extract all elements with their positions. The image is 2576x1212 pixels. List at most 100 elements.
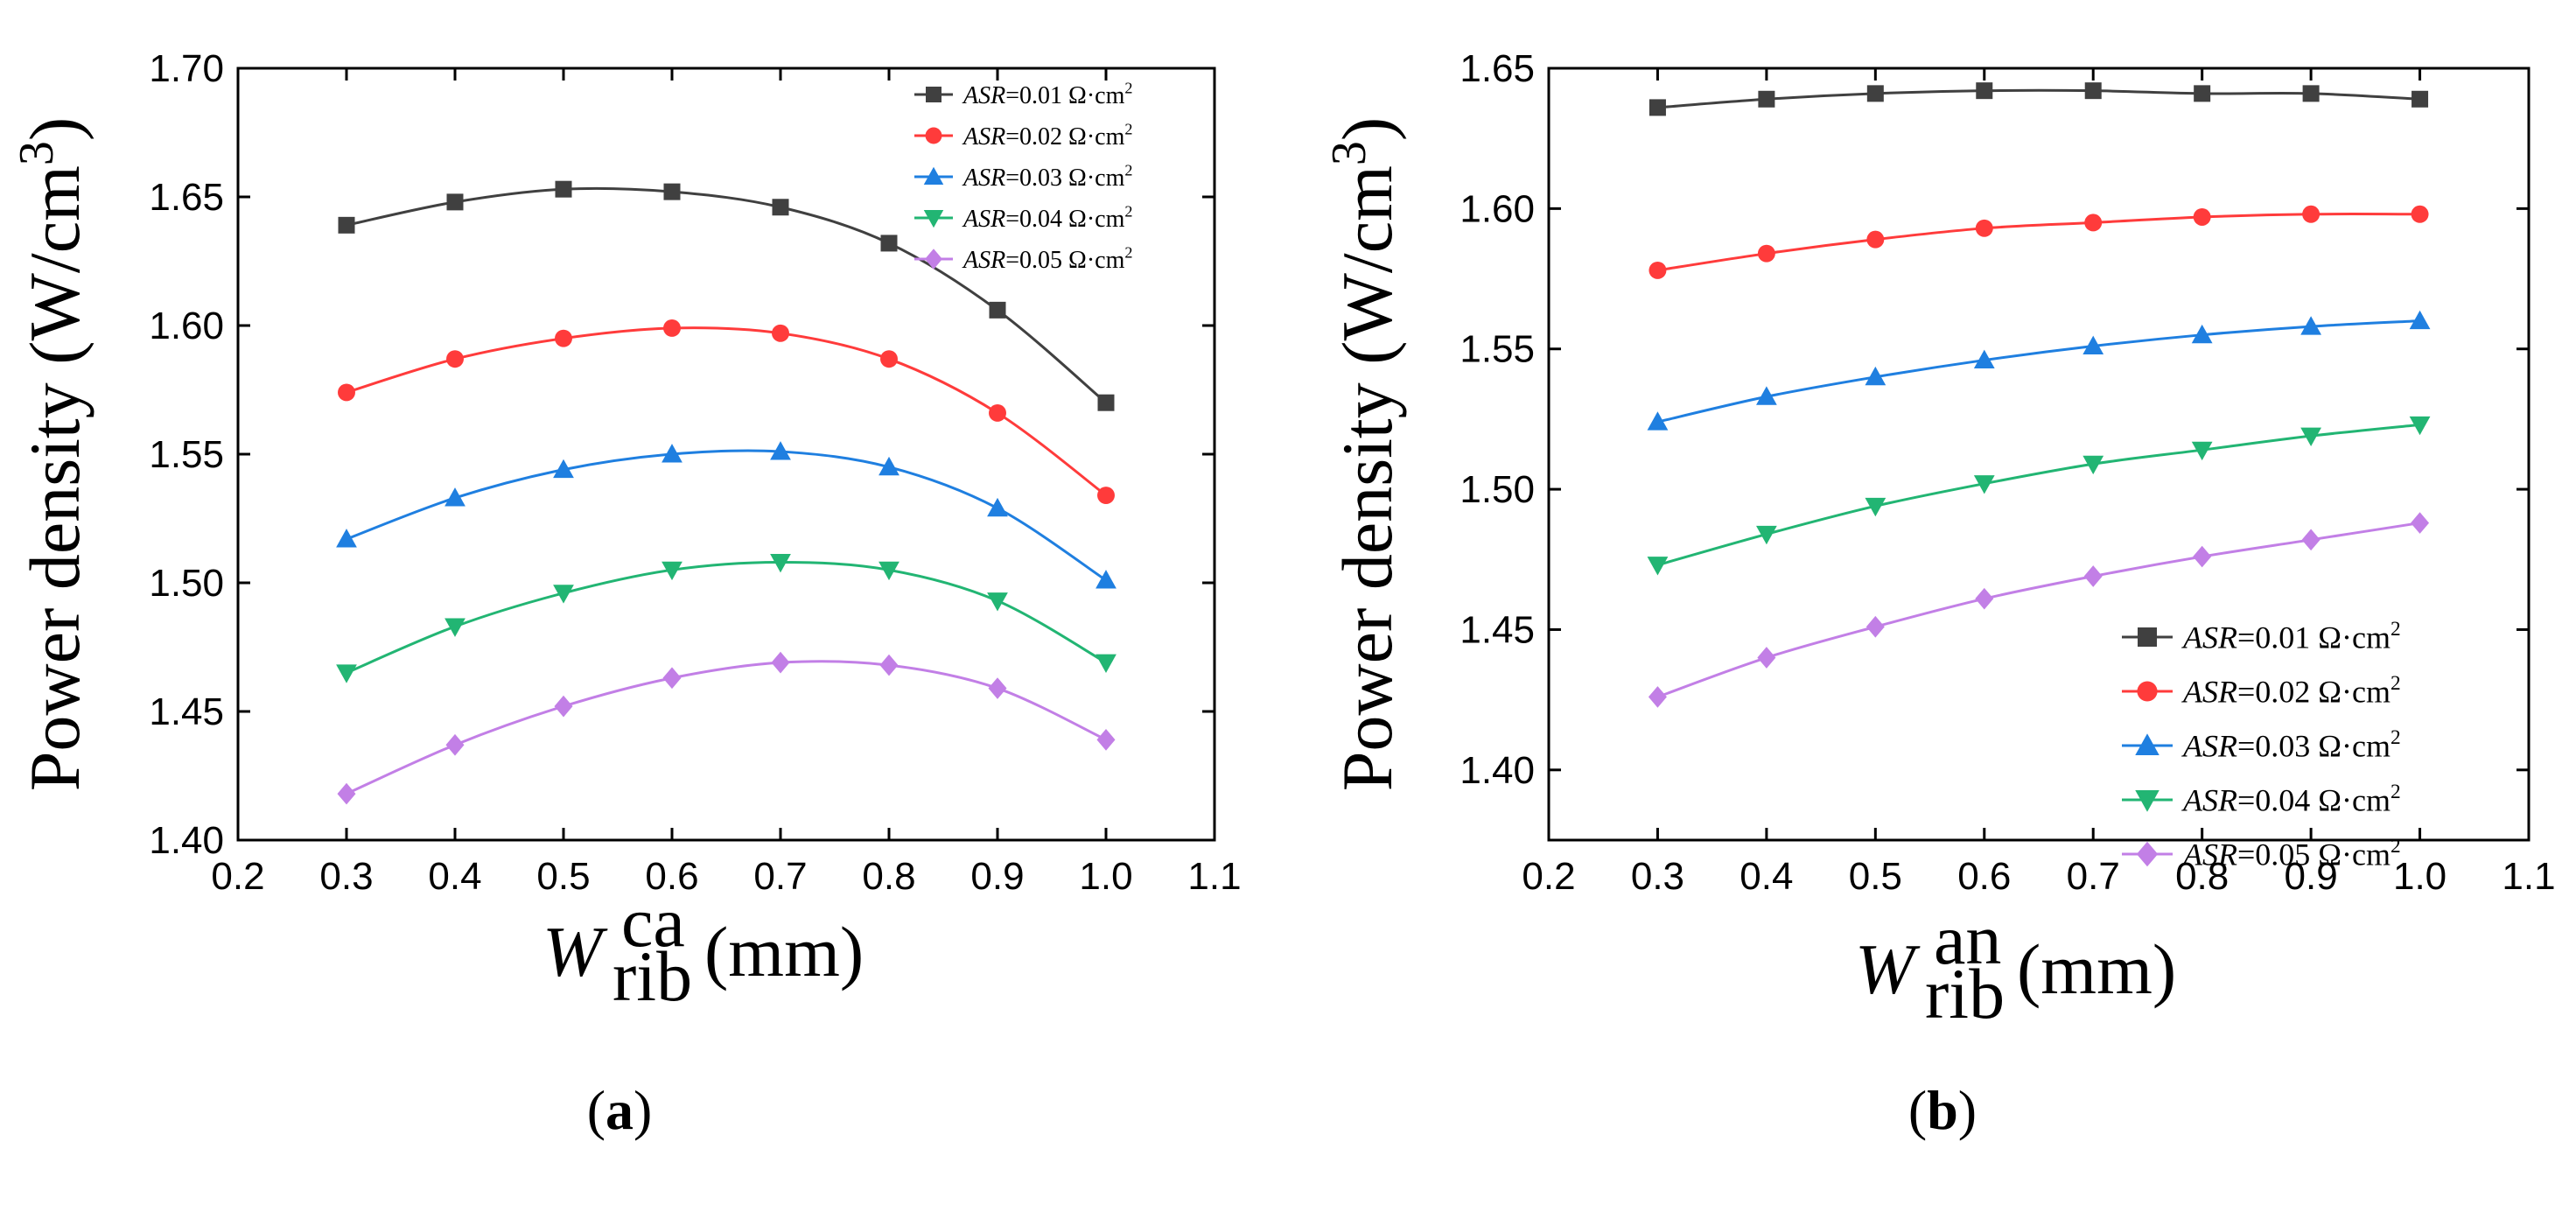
data-point [2194, 85, 2211, 102]
data-point [1756, 525, 1777, 545]
legend-marker [923, 166, 944, 185]
data-point [1973, 349, 1995, 369]
data-point [770, 441, 791, 460]
legend-label: ASR=0.02 Ω·cm2 [962, 121, 1132, 151]
y-tick-label: 1.40 [149, 819, 224, 862]
x-tick-label: 0.3 [1631, 855, 1684, 898]
data-point [553, 459, 574, 479]
legend-item: ASR=0.05 Ω·cm2 [2122, 835, 2401, 872]
x-label-var: W [1855, 929, 1921, 1009]
legend-item: ASR=0.03 Ω·cm2 [914, 162, 1132, 192]
series-line [1656, 522, 2420, 698]
y-tick-label: 1.55 [1460, 328, 1535, 371]
data-point [446, 350, 464, 368]
data-point [662, 667, 682, 690]
data-point [770, 553, 791, 573]
data-point [2193, 208, 2211, 226]
series-1 [338, 180, 1115, 411]
legend-item: ASR=0.02 Ω·cm2 [2122, 672, 2401, 710]
data-point [553, 585, 574, 604]
y-tick-label: 1.45 [1460, 608, 1535, 651]
data-point [336, 664, 357, 683]
data-point [878, 561, 900, 581]
data-point [989, 301, 1006, 319]
data-point [878, 456, 900, 476]
data-point [2412, 90, 2429, 108]
x-tick-label: 1.0 [1079, 855, 1132, 898]
legend-marker [2135, 790, 2160, 812]
legend-marker [926, 87, 942, 102]
data-point [338, 216, 355, 234]
data-point [2302, 85, 2320, 102]
data-point [1866, 85, 1884, 102]
data-point [555, 329, 572, 347]
data-point [2411, 512, 2430, 534]
data-point [772, 199, 789, 216]
legend-item: ASR=0.04 Ω·cm2 [914, 203, 1132, 233]
series-line [346, 660, 1107, 795]
data-point [1096, 728, 1116, 751]
y-tick-label: 1.60 [149, 305, 224, 347]
data-point [1976, 82, 1993, 100]
legend: ASR=0.01 Ω·cm2 ASR=0.02 Ω·cm2 ASR=0.03 Ω·c… [914, 80, 1132, 274]
legend-label: ASR=0.05 Ω·cm2 [962, 244, 1132, 274]
data-point [1866, 615, 1885, 638]
data-point [1096, 570, 1116, 589]
x-label-unit: (mm) [704, 912, 864, 991]
x-tick-label: 0.7 [753, 855, 807, 898]
legend-item: ASR=0.05 Ω·cm2 [914, 244, 1132, 274]
data-point [2084, 214, 2103, 232]
data-point [1866, 230, 1885, 249]
series-line [1657, 213, 2420, 272]
x-tick-label: 0.5 [1849, 855, 1902, 898]
data-point [1758, 90, 1775, 108]
x-label-sup: an [1934, 900, 2001, 979]
x-tick-label: 1.0 [2393, 855, 2446, 898]
chart-panel-b: 0.2 0.3 0.4 0.5 0.6 0.7 0.8 0.9 1.0 1.1 1.40 1.45 1.… [1322, 47, 2556, 1141]
data-point [1757, 244, 1775, 263]
data-point [662, 444, 682, 463]
data-point [880, 235, 898, 252]
legend-item: ASR=0.03 Ω·cm2 [2122, 726, 2401, 764]
legend-item: ASR=0.01 Ω·cm2 [2122, 618, 2401, 655]
legend-label: ASR=0.03 Ω·cm2 [2181, 726, 2401, 763]
legend-label: ASR=0.01 Ω·cm2 [962, 80, 1132, 109]
data-point [2302, 205, 2320, 223]
data-point [2409, 416, 2431, 436]
data-point [879, 654, 899, 676]
data-point [2409, 310, 2431, 330]
y-tick-label: 1.60 [1460, 187, 1535, 230]
panel-label: (a) [587, 1079, 653, 1141]
series-4 [336, 553, 1116, 683]
legend-label: ASR=0.01 Ω·cm2 [2181, 618, 2401, 655]
data-point [444, 618, 466, 637]
data-point [1097, 394, 1115, 411]
x-tick-label: 1.1 [2502, 855, 2555, 898]
legend-marker [923, 210, 944, 228]
series-line [346, 449, 1107, 582]
data-point [2082, 335, 2104, 355]
x-tick-label: 0.2 [1522, 855, 1575, 898]
data-point [2300, 427, 2321, 447]
x-tick-label: 0.3 [319, 855, 373, 898]
x-tick-label: 0.4 [1740, 855, 1793, 898]
data-point [1647, 411, 1669, 431]
series-5 [337, 651, 1116, 805]
panel-label: (b) [1908, 1079, 1977, 1141]
legend: ASR=0.01 Ω·cm2 ASR=0.02 Ω·cm2 ASR=0.03 Ω·c… [2122, 618, 2401, 872]
data-point [554, 695, 573, 718]
y-axis-label: Power density (W/cm3) [10, 117, 94, 791]
x-tick-label: 0.7 [2067, 855, 2120, 898]
legend-label: ASR=0.02 Ω·cm2 [2181, 672, 2401, 709]
data-point [1757, 647, 1776, 669]
legend-marker [2136, 841, 2159, 867]
data-point [555, 180, 572, 198]
data-point [1647, 557, 1669, 576]
legend-marker [925, 127, 942, 144]
x-tick-label: 0.6 [1957, 855, 2011, 898]
y-tick-label: 1.65 [1460, 47, 1535, 90]
